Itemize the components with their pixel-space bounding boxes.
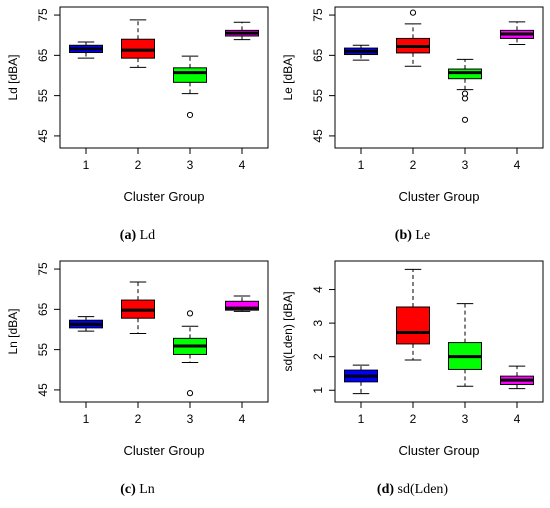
plot-frame [334, 260, 544, 403]
x-tick-label: 3 [187, 158, 194, 172]
outlier-point [186, 310, 194, 317]
plot-area: 45 55 65 75 1 2 3 4 Cluster Group Ld [dBA] [6, 6, 269, 204]
box-group-4 [225, 21, 259, 41]
box [173, 67, 207, 83]
y-tick-label: 65 [311, 48, 325, 62]
box-group-1 [344, 364, 378, 395]
caption-text: Le [415, 228, 431, 243]
x-axis-label: Cluster Group [399, 443, 480, 458]
box-group-1 [69, 316, 103, 332]
box [396, 306, 430, 345]
y-axis-label: Ln [dBA] [6, 308, 20, 354]
outlier-point [186, 111, 194, 119]
x-tick-label: 4 [514, 412, 521, 426]
box-group-3 [173, 55, 207, 119]
box-group-4 [500, 21, 534, 45]
box-group-2 [396, 268, 430, 361]
plot-frame [334, 6, 544, 149]
outlier-point [409, 9, 417, 16]
plot-area: 45 55 65 75 1 2 3 4 Cluster Group Le [dBA] [281, 6, 544, 204]
caption-letter: (b) [394, 228, 412, 243]
plot-area: 1 2 3 4 1 2 3 4 Cluster Group sd(Lden) [dBA] [281, 260, 544, 458]
y-tick-label: 55 [36, 343, 50, 357]
x-tick-label: 2 [410, 158, 417, 172]
caption-le: (b) Le [275, 228, 550, 244]
x-tick-label: 2 [410, 412, 417, 426]
caption-sd-lden: (d) sd(Lden) [275, 482, 550, 498]
y-tick-label: 2 [311, 353, 325, 360]
panel-ln: 45 55 65 75 1 2 3 4 Cluster Group Ln [dBA] (c) Ln [0, 254, 275, 508]
y-tick-label: 75 [36, 262, 50, 276]
x-tick-label: 4 [239, 158, 246, 172]
caption-letter: (d) [376, 482, 395, 497]
y-tick-label: 45 [36, 129, 50, 143]
plot-area: 45 55 65 75 1 2 3 4 Cluster Group Ln [dBA] [6, 260, 269, 458]
y-tick-label: 65 [36, 302, 50, 316]
x-tick-label: 2 [135, 158, 142, 172]
panel-sd-lden: 1 2 3 4 1 2 3 4 Cluster Group sd(Lden) [dBA] (d) … [275, 254, 550, 508]
caption-ld: (a) Ld [0, 228, 275, 244]
x-axis-label: Cluster Group [124, 189, 205, 204]
x-axis-label: Cluster Group [399, 189, 480, 204]
plot-frame [59, 6, 269, 149]
y-tick-label: 65 [36, 48, 50, 62]
y-axis-label: Le [dBA] [281, 54, 295, 100]
x-tick-label: 3 [187, 412, 194, 426]
box-group-1 [344, 44, 378, 61]
caption-text: sd(Lden) [397, 482, 449, 497]
ld-boxplot: 45 55 65 75 1 2 3 4 Cluster Group Ld [dBA] [6, 6, 269, 204]
y-tick-label: 1 [311, 387, 325, 394]
y-tick-label: 45 [36, 383, 50, 397]
box-group-2 [121, 19, 155, 68]
sd-lden-boxplot: 1 2 3 4 1 2 3 4 Cluster Group sd(Lden) [dBA] [281, 260, 544, 458]
x-tick-label: 1 [358, 158, 365, 172]
x-axis-label: Cluster Group [124, 443, 205, 458]
y-tick-label: 75 [36, 8, 50, 22]
box-group-3 [448, 303, 482, 387]
caption-ln: (c) Ln [0, 482, 275, 498]
box-group-3 [448, 58, 482, 123]
box [225, 300, 259, 311]
box-group-4 [500, 365, 534, 390]
caption-letter: (c) [120, 482, 136, 497]
panel-ld: 45 55 65 75 1 2 3 4 Cluster Group Ld [dBA] (a) Ld [0, 0, 275, 254]
y-tick-label: 55 [36, 89, 50, 103]
caption-letter: (a) [119, 228, 137, 243]
y-axis-label: Ld [dBA] [6, 54, 20, 100]
x-tick-label: 4 [239, 412, 246, 426]
box-group-1 [69, 41, 103, 59]
caption-text: Ln [139, 482, 155, 497]
box-group-2 [396, 9, 430, 67]
x-tick-label: 1 [358, 412, 365, 426]
ln-boxplot: 45 55 65 75 1 2 3 4 Cluster Group Ln [dBA] [6, 260, 269, 458]
y-tick-label: 75 [311, 8, 325, 22]
outlier-point [186, 390, 194, 397]
y-axis-label: sd(Lden) [dBA] [281, 291, 295, 371]
panel-le: 45 55 65 75 1 2 3 4 Cluster Group Le [dBA] (b) Le [275, 0, 550, 254]
caption-text: Ld [139, 228, 156, 243]
box-group-4 [225, 295, 259, 312]
x-tick-label: 2 [135, 412, 142, 426]
box-group-2 [121, 281, 155, 335]
x-tick-label: 3 [462, 412, 469, 426]
y-tick-label: 4 [311, 286, 325, 293]
x-tick-label: 4 [514, 158, 521, 172]
box-group-3 [173, 310, 207, 397]
x-tick-label: 1 [83, 412, 90, 426]
outlier-point [461, 116, 469, 123]
outlier-point [461, 95, 469, 102]
plot-frame [59, 260, 269, 403]
y-tick-label: 55 [311, 89, 325, 103]
y-tick-label: 45 [311, 129, 325, 143]
le-boxplot: 45 55 65 75 1 2 3 4 Cluster Group Le [dBA] [281, 6, 544, 204]
x-tick-label: 3 [462, 158, 469, 172]
y-tick-label: 3 [311, 319, 325, 326]
x-tick-label: 1 [83, 158, 90, 172]
